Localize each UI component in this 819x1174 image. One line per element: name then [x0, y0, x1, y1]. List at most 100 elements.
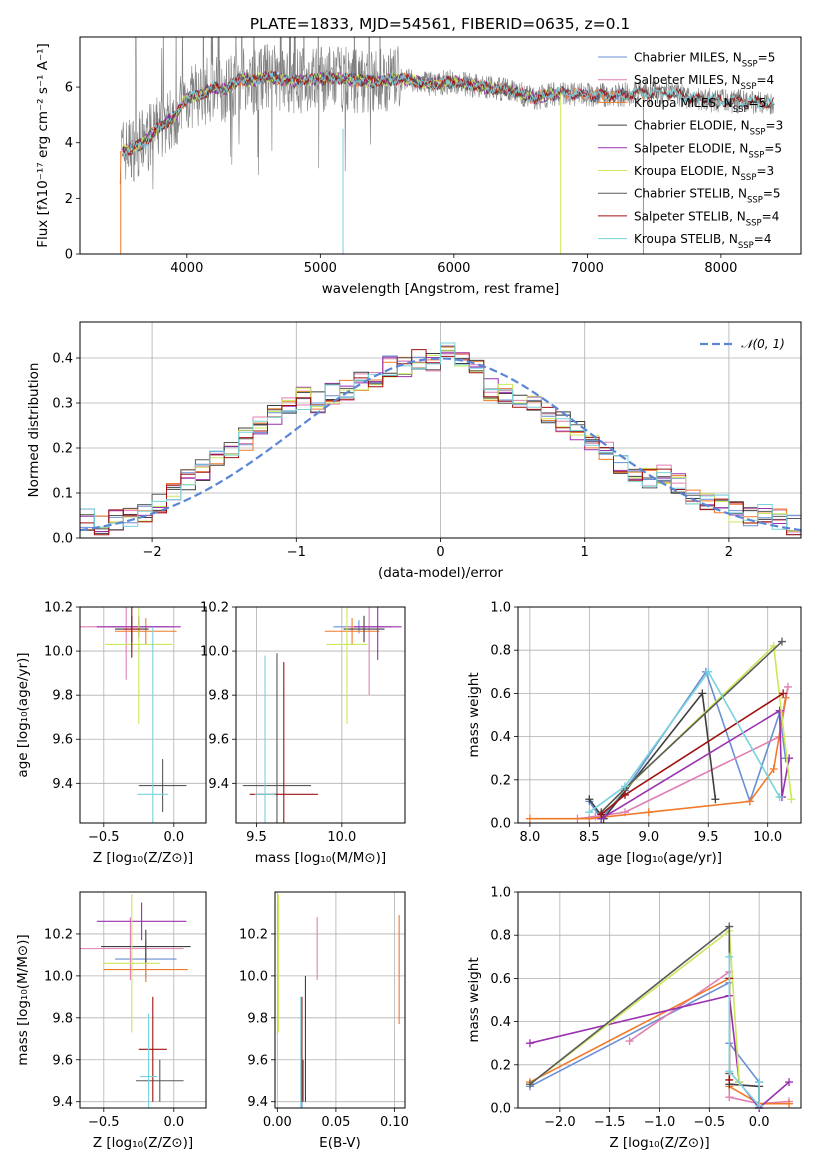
y-tick-label: 0.0 — [490, 817, 511, 832]
marker-point — [711, 795, 720, 804]
y-tick-label: 10.0 — [200, 645, 229, 660]
x-tick-label: 0.0 — [163, 830, 184, 845]
marker-point — [704, 667, 713, 676]
x-tick-label: −2.0 — [544, 1115, 576, 1130]
marker-point — [698, 689, 707, 698]
x-tick-label: 0.10 — [380, 1115, 409, 1130]
axes-frame — [79, 36, 802, 255]
y-tick-label: 9.8 — [208, 689, 229, 704]
x-tick-label: 9.0 — [638, 830, 659, 845]
y-tick-label: 0.6 — [490, 687, 511, 702]
axes-frame — [235, 606, 406, 824]
marker-point — [787, 795, 796, 804]
marker-point — [725, 922, 734, 931]
age-vs-Z-panel: −0.5 0.0 9.4 9.6 9.8 10.0 10.2 Z [log₁₀(Z/Z⊙)] a… — [15, 601, 207, 866]
y-tick-label: 9.8 — [52, 1011, 73, 1026]
y-tick-label: 9.4 — [208, 777, 229, 792]
legend-label: Salpeter STELIB, NSSP=4 — [634, 209, 779, 228]
y-tick-label: 10.2 — [239, 927, 268, 942]
y-tick-label: 9.8 — [52, 689, 73, 704]
legend-label: 𝒩(0, 1) — [741, 337, 785, 351]
x-axis-label: wavelength [Angstrom, rest frame] — [322, 281, 560, 297]
marker-point — [621, 790, 630, 799]
histogram-kroupa-stelib — [80, 342, 801, 538]
observed-spectrum-line — [119, 37, 775, 190]
y-tick-label: 10.2 — [44, 927, 73, 942]
axes-frame — [274, 891, 406, 1109]
x-tick-label: −0.5 — [88, 830, 120, 845]
y-axis-label: Normed distribution — [26, 363, 42, 498]
weight-line-kroupa-stelib — [588, 670, 781, 813]
weight-vs-Z-panel: −2.0 −1.5 −1.0 −0.5 0.0 0.0 0.2 0.4 0.6 0.8 1.0 Z [… — [466, 886, 802, 1151]
marker-point — [783, 682, 792, 691]
y-axis-label: mass weight — [466, 957, 482, 1042]
marker-point — [621, 782, 630, 791]
x-tick-label: 9.5 — [698, 830, 719, 845]
residuals-panel: −2 −1 0 1 2 0.0 0.1 0.2 0.3 0.4 (data-model)/error… — [26, 321, 802, 581]
axes-frame — [517, 606, 802, 824]
y-tick-label: 10.0 — [44, 645, 73, 660]
y-tick-label: 0.2 — [490, 1058, 511, 1073]
y-tick-label: 0.8 — [490, 929, 511, 944]
figure-title: PLATE=1833, MJD=54561, FIBERID=0635, z=0… — [250, 15, 631, 33]
marker-point — [779, 689, 788, 698]
x-tick-label: 0 — [436, 545, 444, 560]
y-tick-label: 0.4 — [490, 730, 511, 745]
y-tick-label: 9.6 — [208, 733, 229, 748]
x-tick-label: 5000 — [304, 261, 337, 276]
y-tick-label: 9.6 — [247, 1053, 268, 1068]
legend-label: Chabrier STELIB, NSSP=5 — [634, 187, 781, 206]
axes-frame — [79, 321, 802, 539]
legend-label: Chabrier ELODIE, NSSP=3 — [634, 119, 783, 138]
y-tick-label: 9.8 — [247, 1011, 268, 1026]
marker-point — [725, 1075, 734, 1084]
spectrum-panel: 4000 5000 6000 7000 8000 0 2 4 6 wavelength [Angs… — [35, 36, 802, 297]
y-tick-label: 6 — [65, 81, 73, 96]
marker-point — [755, 1078, 764, 1087]
age-vs-Z-plot-area — [80, 607, 187, 823]
mass-vs-Z-plot-area — [80, 894, 191, 1108]
marker-point — [725, 1093, 734, 1102]
weight-line-kroupa-elodie — [600, 644, 793, 813]
model-line-kroupa-stelib — [122, 70, 775, 159]
marker-point — [725, 1067, 734, 1076]
axes-frame — [517, 891, 802, 1109]
mass-vs-Z-panel: −0.5 0.0 9.4 9.6 9.8 10.0 10.2 Z [log₁₀(Z/Z⊙)] m… — [15, 891, 207, 1151]
x-tick-label: 2 — [725, 545, 733, 560]
y-tick-label: 9.4 — [52, 1095, 73, 1110]
weight-line-chabrier-miles — [529, 981, 760, 1108]
y-tick-label: 0.4 — [490, 1015, 511, 1030]
y-tick-label: 4 — [65, 136, 73, 151]
y-tick-label: 0.1 — [52, 487, 73, 502]
weight-line-kroupa-miles — [529, 697, 787, 820]
marker-point — [525, 1080, 534, 1089]
marker-point — [597, 810, 606, 819]
weight-vs-Z-plot-area — [525, 922, 794, 1112]
x-tick-label: −1.0 — [644, 1115, 676, 1130]
weight-line-kroupa-elodie — [529, 929, 740, 1085]
x-axis-label: E(B-V) — [319, 1135, 361, 1151]
marker-point — [644, 808, 653, 817]
marker-point — [625, 1037, 634, 1046]
marker-point — [781, 693, 790, 702]
x-tick-label: 8.0 — [520, 830, 541, 845]
y-tick-label: 10.2 — [200, 601, 229, 616]
age-vs-mass-panel: 9.5 10.0 9.4 9.6 9.8 10.0 10.2 mass [log₁₀(M/M⊙… — [200, 601, 406, 866]
x-axis-label: age [log₁₀(age/yr)] — [597, 850, 722, 866]
y-tick-label: 0.0 — [52, 532, 73, 547]
spectrum-plot-area — [119, 37, 775, 254]
marker-point — [769, 765, 778, 773]
marker-point — [525, 814, 534, 823]
weight-vs-age-plot-area — [525, 637, 796, 823]
y-tick-label: 0.8 — [490, 644, 511, 659]
legend-label: Kroupa MILES, NSSP=5 — [634, 96, 766, 115]
weight-line-salpeter-elodie — [600, 709, 790, 820]
normal-curve-line — [80, 357, 801, 532]
x-tick-label: 9.5 — [246, 830, 267, 845]
y-tick-label: 10.0 — [44, 969, 73, 984]
x-tick-label: 6000 — [437, 261, 470, 276]
x-tick-label: 4000 — [170, 261, 203, 276]
mass-vs-ebv-panel: 0.00 0.05 0.10 9.4 9.6 9.8 10.0 10.2 E(B-V) — [239, 891, 409, 1151]
